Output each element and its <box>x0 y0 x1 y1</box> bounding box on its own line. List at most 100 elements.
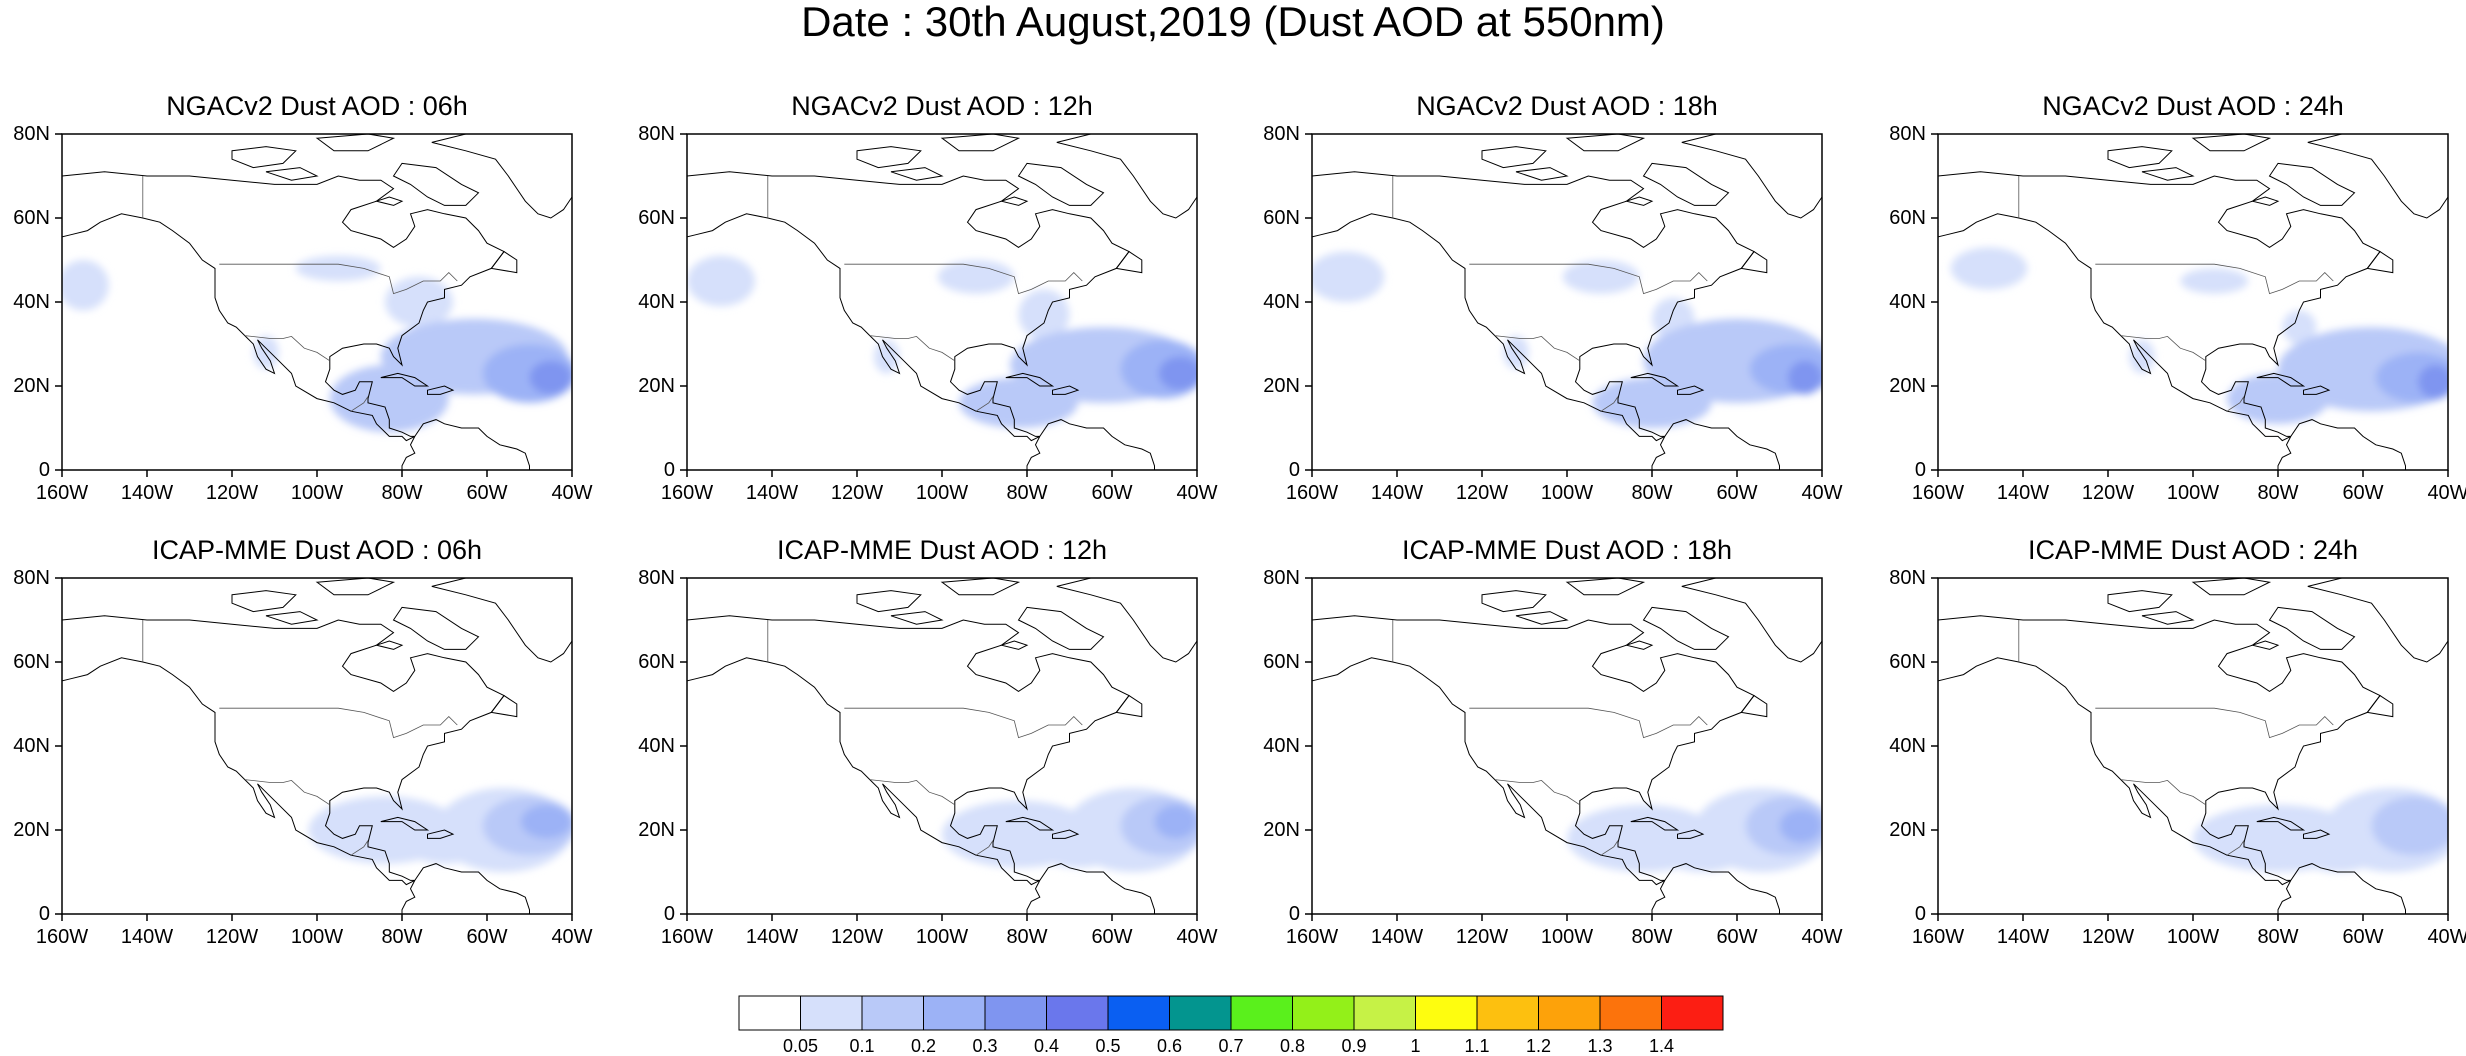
coastline-hispaniola <box>1677 385 1705 395</box>
y-tick-label: 0 <box>1288 459 1300 481</box>
y-tick-label: 80N <box>1889 123 1926 145</box>
y-tick-label: 40N <box>638 735 675 757</box>
coastline-hispaniola <box>2303 385 2331 395</box>
colorbar-swatch <box>1230 995 1293 1031</box>
aod-region <box>2418 365 2448 399</box>
aod-region <box>529 360 572 395</box>
aod-region <box>521 804 572 839</box>
panel-title: NGACv2 Dust AOD : 12h <box>791 91 1093 121</box>
coastline-arctic2 <box>1565 578 1646 596</box>
x-tick-label: 100W <box>2166 926 2220 948</box>
x-tick-label: 120W <box>205 482 259 504</box>
y-tick-label: 40N <box>13 735 50 757</box>
y-tick-label: 20N <box>638 819 675 841</box>
panel-ngacv2-24h: NGACv2 Dust AOD : 24h 80N 60N 40N 20N 0 160W 14… <box>1876 90 2466 530</box>
coastline-arctic3 <box>2141 167 2195 181</box>
border-us-canada <box>844 263 1083 295</box>
y-tick-label: 40N <box>1263 735 1300 757</box>
aod-region <box>1154 804 1197 839</box>
x-tick-label: 140W <box>1996 926 2050 948</box>
y-tick-label: 0 <box>38 459 50 481</box>
coastline-newfoundland <box>1115 694 1143 718</box>
coastline-newfoundland <box>490 694 518 718</box>
y-tick-label: 20N <box>1263 375 1300 397</box>
x-tick-label: 40W <box>1176 926 1218 948</box>
panel-icap-12h: ICAP-MME Dust AOD : 12h 80N 60N 40N 20N 0 160W… <box>625 534 1225 974</box>
y-tick-label: 40N <box>1889 291 1926 313</box>
coastline-baffin <box>2268 162 2356 206</box>
aod-region <box>1950 247 2028 290</box>
y-tick-label: 60N <box>638 207 675 229</box>
y-tick-label: 80N <box>638 567 675 589</box>
coastline-hudson-is <box>999 640 1029 650</box>
x-tick-label: 60W <box>466 926 508 948</box>
x-tick-label: 40W <box>2427 482 2466 504</box>
coastline-cuba <box>2256 816 2306 831</box>
x-tick-label: 60W <box>1716 926 1758 948</box>
aod-region <box>1562 260 1640 294</box>
x-tick-label: 60W <box>2342 926 2384 948</box>
coastline-hispaniola <box>2303 829 2331 839</box>
colorbar-label: 1.2 <box>1525 1036 1552 1056</box>
coastline-north-america <box>687 171 1130 442</box>
coastline-south-america-top <box>1026 863 1155 914</box>
panel-title: ICAP-MME Dust AOD : 12h <box>776 535 1108 565</box>
coastline-hispaniola <box>1677 829 1705 839</box>
colorbar-swatch <box>1046 995 1109 1031</box>
colorbar-label: 1.4 <box>1648 1036 1675 1056</box>
coastline-arctic1 <box>856 590 922 613</box>
coastline-hudson-is <box>999 196 1029 206</box>
x-tick-label: 160W <box>1285 926 1339 948</box>
panel-ngacv2-18h: NGACv2 Dust AOD : 18h 80N 60N 40N 20N 0 160W 14… <box>1250 90 1850 530</box>
coastline-greenland <box>1681 578 1822 663</box>
colorbar-label: 1 <box>1410 1036 1421 1056</box>
colorbar-label: 0.8 <box>1279 1036 1306 1056</box>
colorbar-label: 1.1 <box>1464 1036 1490 1056</box>
border-us-mexico <box>2120 335 2207 362</box>
colorbar-label: 0.7 <box>1218 1036 1244 1056</box>
colorbar-swatch <box>1353 995 1416 1031</box>
x-tick-label: 140W <box>745 482 799 504</box>
colorbar-swatch <box>1476 995 1539 1031</box>
coastline-arctic1 <box>1481 146 1547 169</box>
coastline-baffin <box>1017 606 1105 650</box>
map-plot <box>1931 577 2449 921</box>
main-title: Date : 30th August,2019 (Dust AOD at 550… <box>801 0 1665 45</box>
map-plot <box>1305 577 1823 921</box>
colorbar-label: 1.3 <box>1587 1036 1613 1056</box>
coastline-south-america-top <box>2277 863 2406 914</box>
panel-title: NGACv2 Dust AOD : 24h <box>2042 91 2344 121</box>
colorbar-label: 0.9 <box>1341 1036 1367 1056</box>
coastline-arctic1 <box>1481 590 1547 613</box>
border-us-canada <box>2095 707 2334 739</box>
x-tick-label: 80W <box>1631 926 1673 948</box>
x-tick-label: 100W <box>915 482 969 504</box>
colorbar-label: 0.5 <box>1095 1036 1121 1056</box>
x-tick-label: 80W <box>1006 482 1048 504</box>
coastline-arctic1 <box>2107 146 2173 169</box>
aod-region <box>253 335 279 370</box>
coastline-arctic3 <box>890 167 944 181</box>
coastline-arctic1 <box>2107 590 2173 613</box>
y-tick-label: 80N <box>1263 567 1300 589</box>
coastline-south-america-top <box>1651 419 1780 470</box>
border-us-mexico <box>2120 779 2207 806</box>
y-tick-label: 80N <box>13 123 50 145</box>
x-tick-label: 160W <box>35 482 89 504</box>
colorbar-swatch <box>1107 995 1170 1031</box>
border-us-mexico <box>869 335 956 362</box>
x-tick-label: 80W <box>2257 926 2299 948</box>
y-tick-label: 60N <box>1889 207 1926 229</box>
coastline-south-america-top <box>1651 863 1780 914</box>
coastline-south-america-top <box>401 863 530 914</box>
y-tick-label: 40N <box>1263 291 1300 313</box>
map-plot <box>680 133 1198 477</box>
colorbar-label: 0.2 <box>910 1036 937 1056</box>
panel-icap-06h: ICAP-MME Dust AOD : 06h 80N 60N 40N 20N 0 160W… <box>0 534 600 974</box>
aod-region <box>295 255 381 281</box>
coastline-arctic2 <box>2191 134 2272 152</box>
coastline-baffin <box>1017 162 1105 206</box>
y-tick-label: 60N <box>13 207 50 229</box>
coastline-hispaniola <box>1052 385 1080 395</box>
coastline-north-america <box>1312 171 1755 442</box>
